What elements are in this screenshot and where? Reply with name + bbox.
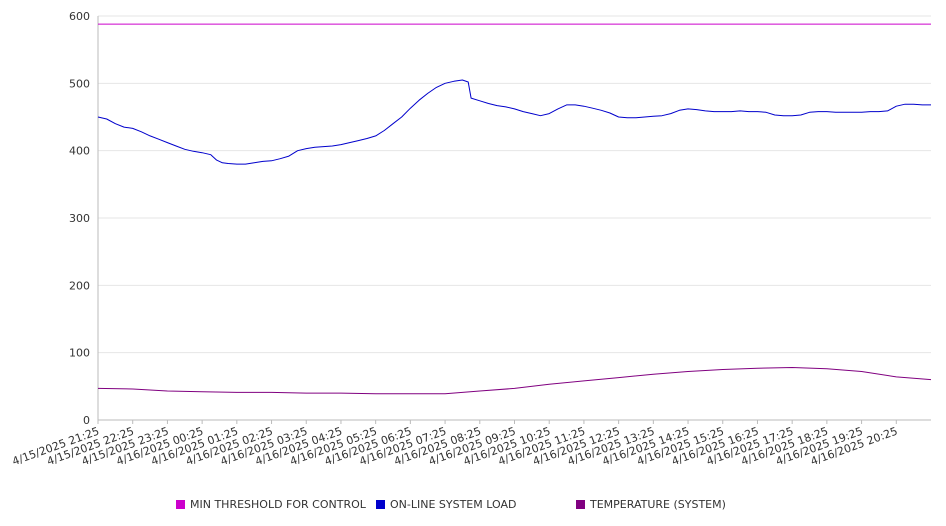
y-tick-label: 300 xyxy=(69,212,90,225)
series-lines xyxy=(97,23,932,395)
y-tick-label: 0 xyxy=(83,414,90,427)
y-tick-label: 400 xyxy=(69,145,90,158)
legend-item-threshold[interactable]: MIN THRESHOLD FOR CONTROL xyxy=(176,498,366,511)
legend-swatch-load xyxy=(376,500,385,509)
legend-swatch-temperature xyxy=(576,500,585,509)
legend-item-load[interactable]: ON-LINE SYSTEM LOAD xyxy=(376,498,516,511)
temperature-line xyxy=(97,367,932,395)
y-tick-label: 600 xyxy=(69,10,90,23)
legend-label-threshold: MIN THRESHOLD FOR CONTROL xyxy=(190,498,366,511)
x-axis-ticks: 4/15/2025 21:254/15/2025 22:254/15/2025 … xyxy=(10,420,899,468)
y-tick-label: 200 xyxy=(69,279,90,292)
y-tick-label: 500 xyxy=(69,77,90,90)
legend-label-temperature: TEMPERATURE (SYSTEM) xyxy=(590,498,726,511)
legend-label-load: ON-LINE SYSTEM LOAD xyxy=(390,498,517,511)
y-tick-label: 100 xyxy=(69,347,90,360)
legend-swatch-threshold xyxy=(176,500,185,509)
legend-item-temperature[interactable]: TEMPERATURE (SYSTEM) xyxy=(576,498,726,511)
gridlines xyxy=(98,15,931,354)
online-system-load-line xyxy=(97,79,931,165)
legend: MIN THRESHOLD FOR CONTROL ON-LINE SYSTEM… xyxy=(0,498,946,514)
y-axis-ticks: 0 100 200 300 400 500 600 xyxy=(69,10,90,427)
